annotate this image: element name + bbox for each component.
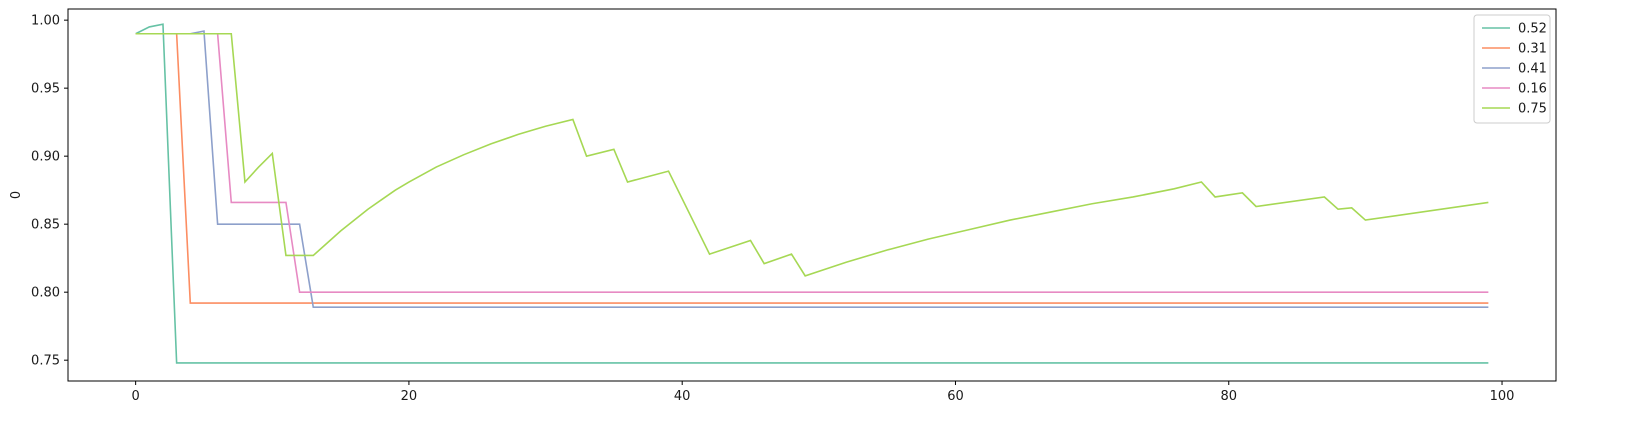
y-tick-label: 0.85 [31, 218, 60, 233]
series-line-1 [135, 32, 1489, 304]
legend-entry: 0.75 [1518, 102, 1547, 117]
x-tick-label: 20 [401, 389, 418, 404]
x-tick-label: 40 [674, 389, 691, 404]
x-tick-label: 80 [1220, 389, 1237, 404]
y-axis-label: 0 [9, 191, 24, 199]
legend-entry: 0.31 [1518, 42, 1547, 57]
series-line-4 [135, 32, 1489, 277]
y-tick-label: 0.95 [31, 82, 60, 97]
series-layer [135, 23, 1489, 364]
x-tick-label: 100 [1490, 389, 1515, 404]
series-line-2 [135, 30, 1489, 308]
plot-area-frame [67, 8, 1557, 382]
series-line-3 [135, 32, 1489, 293]
legend: 0.52 0.31 0.41 0.16 0.75 [1473, 14, 1551, 124]
legend-box [1473, 14, 1551, 124]
y-tick-label: 0.80 [31, 286, 60, 301]
legend-entry: 0.52 [1518, 22, 1547, 37]
legend-entry: 0.16 [1518, 82, 1547, 97]
series-line-0 [135, 23, 1489, 364]
x-tick-label: 0 [131, 389, 139, 404]
y-tick-label: 0.75 [31, 354, 60, 369]
legend-entry: 0.41 [1518, 62, 1547, 77]
y-tick-label: 1.00 [31, 14, 60, 29]
y-tick-label: 0.90 [31, 150, 60, 165]
y-axis: 0.75 0.80 0.85 0.90 0.95 1.00 [31, 14, 68, 369]
x-tick-label: 60 [947, 389, 964, 404]
x-axis: 0 20 40 60 80 100 [131, 381, 1514, 404]
